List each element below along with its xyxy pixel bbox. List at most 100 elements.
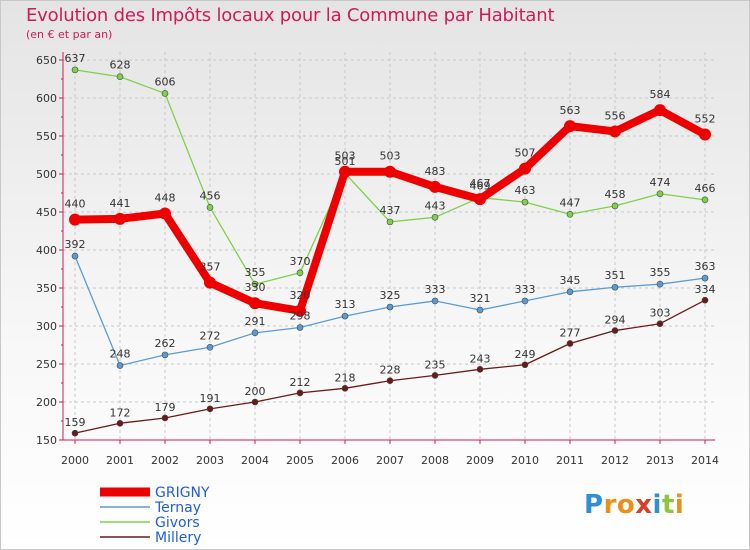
point-ternay-2010 [521, 297, 529, 305]
label-grigny-2004: 330 [245, 281, 266, 294]
point-grigny-2008 [429, 180, 441, 193]
point-millery-2010 [521, 361, 529, 369]
x-tick-label-2005: 2005 [286, 454, 314, 467]
point-grigny-2005 [294, 304, 306, 317]
point-ternay-2000 [71, 252, 79, 260]
label-millery-2014: 334 [695, 283, 716, 296]
label-ternay-2004: 291 [245, 315, 266, 328]
proxiti-logo: Proxiti [584, 490, 684, 520]
label-millery-2003: 191 [200, 392, 221, 405]
logo-letter: o [616, 490, 636, 520]
label-givors-2013: 474 [650, 176, 671, 189]
axes: 150 200 250 300 350 400 450 500 550 600 650 2000 200… [36, 52, 719, 467]
label-givors-2000: 637 [65, 52, 86, 65]
label-ternay-2008: 333 [425, 283, 446, 296]
point-millery-2009 [476, 366, 484, 373]
point-grigny-2002 [159, 207, 171, 220]
chart-title: Evolution des Impôts locaux pour la Comm… [26, 5, 555, 26]
point-ternay-2014 [701, 274, 709, 282]
y-tick-label-650: 650 [36, 54, 57, 67]
label-millery-2007: 228 [380, 364, 401, 377]
label-givors-2014: 466 [695, 182, 716, 195]
point-millery-2000 [71, 429, 79, 437]
x-tick-label-2004: 2004 [241, 454, 269, 467]
point-grigny-2001 [114, 212, 126, 225]
point-millery-2006 [341, 385, 349, 392]
x-tick-label-2001: 2001 [106, 454, 134, 467]
label-grigny-2001: 441 [110, 197, 131, 210]
x-tick-label-2009: 2009 [466, 454, 494, 467]
point-givors-2010 [521, 198, 529, 206]
label-givors-2006: 501 [335, 155, 356, 168]
label-grigny-2012: 556 [605, 109, 626, 122]
point-givors-2013 [656, 190, 664, 198]
label-grigny-2000: 440 [65, 198, 86, 211]
point-grigny-2000 [69, 213, 81, 226]
point-millery-2008 [431, 372, 439, 379]
label-grigny-2010: 507 [515, 147, 536, 160]
label-grigny-2008: 483 [425, 165, 446, 178]
label-millery-2012: 294 [605, 314, 626, 327]
point-grigny-2012 [609, 125, 621, 138]
label-millery-2000: 159 [65, 416, 86, 429]
label-ternay-2006: 313 [335, 298, 356, 311]
logo-letter: r [603, 490, 617, 520]
label-ternay-2010: 333 [515, 283, 536, 296]
label-millery-2013: 303 [650, 307, 671, 320]
y-tick-label-300: 300 [36, 320, 57, 333]
x-tick-label-2003: 2003 [196, 454, 224, 467]
point-givors-2002 [161, 90, 169, 97]
point-grigny-2003 [204, 276, 216, 289]
label-ternay-2007: 325 [380, 289, 401, 302]
point-ternay-2004 [251, 329, 259, 337]
logo-letter: P [584, 490, 604, 520]
y-tick-label-200: 200 [36, 396, 57, 409]
point-millery-2011 [566, 340, 574, 347]
y-tick-label-550: 550 [36, 130, 57, 143]
point-ternay-2008 [431, 297, 439, 305]
point-millery-2004 [251, 398, 259, 406]
label-millery-2001: 172 [110, 406, 131, 419]
point-millery-2003 [206, 405, 214, 413]
label-grigny-2014: 552 [695, 112, 716, 125]
y-tick-label-450: 450 [36, 206, 57, 219]
point-millery-2012 [611, 327, 619, 334]
label-millery-2006: 218 [335, 371, 356, 384]
point-millery-2014 [701, 296, 709, 304]
data-labels: 159 172 179 191 200 212 218 228 235 243 249 277 294 3… [65, 52, 716, 429]
logo-letter: x [635, 490, 653, 520]
x-tick-label-2013: 2013 [646, 454, 674, 467]
y-tick-label-600: 600 [36, 92, 57, 105]
point-ternay-2003 [206, 343, 214, 351]
point-grigny-2011 [564, 120, 576, 133]
y-tick-label-150: 150 [36, 434, 57, 447]
label-grigny-2011: 563 [560, 104, 581, 117]
grid [63, 52, 715, 440]
label-ternay-2002: 262 [155, 337, 176, 350]
legend-label-millery: Millery [155, 530, 201, 546]
label-grigny-2007: 503 [380, 150, 401, 163]
label-ternay-2009: 321 [470, 292, 491, 305]
y-tick-label-500: 500 [36, 168, 57, 181]
point-millery-2007 [386, 377, 394, 385]
legend-label-grigny: GRIGNY [155, 485, 210, 501]
label-millery-2010: 249 [515, 348, 536, 361]
point-grigny-2009 [474, 193, 486, 206]
label-givors-2007: 437 [380, 204, 401, 217]
point-millery-2001 [116, 419, 124, 427]
label-ternay-2011: 345 [560, 274, 581, 287]
point-ternay-2002 [161, 351, 169, 359]
label-grigny-2003: 357 [200, 261, 221, 274]
label-givors-2012: 458 [605, 188, 626, 201]
label-ternay-2012: 351 [605, 269, 626, 282]
label-grigny-2006: 503 [335, 150, 356, 163]
point-grigny-2006 [339, 165, 351, 178]
logo-letter: i [652, 490, 662, 520]
point-ternay-2007 [386, 303, 394, 311]
point-grigny-2004 [249, 297, 261, 310]
point-ternay-2001 [116, 362, 124, 369]
x-tick-label-2000: 2000 [61, 454, 89, 467]
chart-subtitle: (en € et par an) [26, 28, 113, 41]
y-tick-label-250: 250 [36, 358, 57, 371]
point-ternay-2006 [341, 312, 349, 320]
